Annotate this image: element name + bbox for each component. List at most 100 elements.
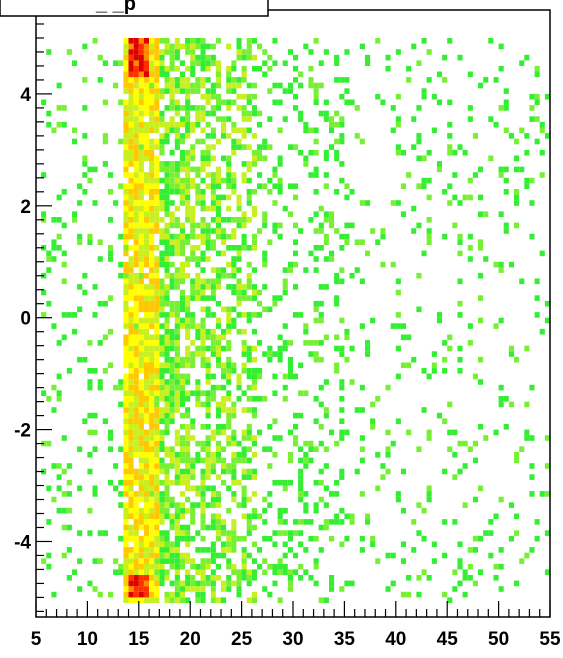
heatmap-bin (77, 530, 83, 536)
heatmap-bin (154, 396, 160, 402)
heatmap-bin (77, 233, 83, 240)
heatmap-bin (154, 312, 160, 318)
heatmap-bin (282, 507, 288, 514)
heatmap-bin (303, 452, 309, 458)
heatmap-bin (303, 502, 309, 508)
heatmap-bin (231, 217, 237, 223)
heatmap-bin (447, 597, 453, 603)
heatmap-bin (138, 552, 144, 559)
heatmap-bin (236, 54, 242, 61)
heatmap-bin (478, 379, 484, 385)
heatmap-bin (195, 334, 201, 341)
heatmap-bin (143, 356, 149, 363)
heatmap-bin (169, 43, 175, 50)
heatmap-bin (164, 569, 170, 575)
heatmap-bin (318, 424, 324, 430)
heatmap-bin (411, 356, 417, 363)
heatmap-bin (534, 519, 540, 525)
heatmap-bin (457, 356, 463, 363)
heatmap-bin (143, 261, 149, 268)
heatmap-bin (174, 239, 180, 245)
heatmap-bin (113, 558, 119, 564)
heatmap-bin (282, 373, 288, 380)
heatmap-bin (46, 256, 52, 262)
heatmap-bin (385, 468, 391, 475)
heatmap-bin (426, 575, 432, 581)
heatmap-bin (231, 535, 237, 542)
heatmap-bin (87, 239, 93, 245)
heatmap-bin (164, 474, 170, 480)
heatmap-bin (128, 138, 134, 145)
heatmap-bin (436, 71, 442, 78)
heatmap-bin (241, 71, 247, 78)
heatmap-bin (138, 569, 144, 575)
heatmap-bin (143, 222, 149, 229)
heatmap-bin (205, 328, 211, 335)
heatmap-bin (149, 250, 155, 257)
heatmap-bin (205, 306, 211, 313)
heatmap-bin (190, 435, 196, 441)
heatmap-bin (226, 558, 232, 564)
heatmap-bin (195, 194, 201, 201)
heatmap-bin (303, 457, 309, 464)
heatmap-bin (128, 43, 134, 50)
heatmap-bin (298, 390, 304, 396)
heatmap-bin (138, 65, 144, 72)
heatmap-bin (215, 530, 221, 536)
heatmap-bin (277, 161, 283, 167)
heatmap-bin (174, 373, 180, 380)
heatmap-bin (154, 177, 160, 184)
heatmap-bin (108, 256, 114, 262)
heatmap-bin (61, 105, 67, 111)
heatmap-bin (154, 284, 160, 290)
heatmap-bin (149, 368, 155, 374)
heatmap-bin (205, 580, 211, 587)
heatmap-bin (179, 261, 185, 268)
heatmap-bin (210, 351, 216, 357)
heatmap-bin (236, 575, 242, 581)
heatmap-bin (133, 519, 139, 525)
heatmap-bin (472, 133, 478, 139)
heatmap-bin (51, 407, 57, 413)
heatmap-bin (174, 177, 180, 184)
heatmap-bin (185, 312, 191, 318)
heatmap-bin (149, 396, 155, 402)
heatmap-bin (210, 340, 216, 346)
heatmap-bin (359, 278, 365, 285)
heatmap-bin (421, 368, 427, 374)
heatmap-bin (174, 340, 180, 346)
heatmap-bin (133, 368, 139, 374)
heatmap-bin (133, 60, 139, 66)
heatmap-bin (231, 457, 237, 464)
heatmap-bin (416, 105, 422, 111)
heatmap-bin (323, 485, 329, 492)
heatmap-bin (508, 502, 514, 508)
heatmap-bin (149, 569, 155, 575)
heatmap-bin (133, 217, 139, 223)
heatmap-bin (123, 429, 129, 436)
heatmap-bin (128, 345, 134, 352)
heatmap-bin (154, 368, 160, 374)
heatmap-bin (174, 217, 180, 223)
heatmap-bin (231, 284, 237, 290)
heatmap-bin (200, 591, 206, 598)
heatmap-bin (395, 121, 401, 128)
heatmap-bin (215, 138, 221, 145)
heatmap-bin (390, 127, 396, 134)
heatmap-bin (174, 552, 180, 559)
heatmap-bin (190, 155, 196, 162)
heatmap-bin (318, 524, 324, 531)
heatmap-bin (251, 245, 257, 251)
heatmap-bin (159, 530, 165, 536)
heatmap-bin (277, 351, 283, 357)
heatmap-bin (149, 88, 155, 94)
heatmap-bin (447, 334, 453, 341)
heatmap-bin (159, 334, 165, 341)
heatmap-bin (190, 312, 196, 318)
heatmap-bin (128, 552, 134, 559)
heatmap-bin (226, 88, 232, 94)
heatmap-bin (123, 194, 129, 201)
heatmap-bin (519, 166, 525, 173)
heatmap-bin (442, 368, 448, 374)
heatmap-bin (236, 127, 242, 134)
